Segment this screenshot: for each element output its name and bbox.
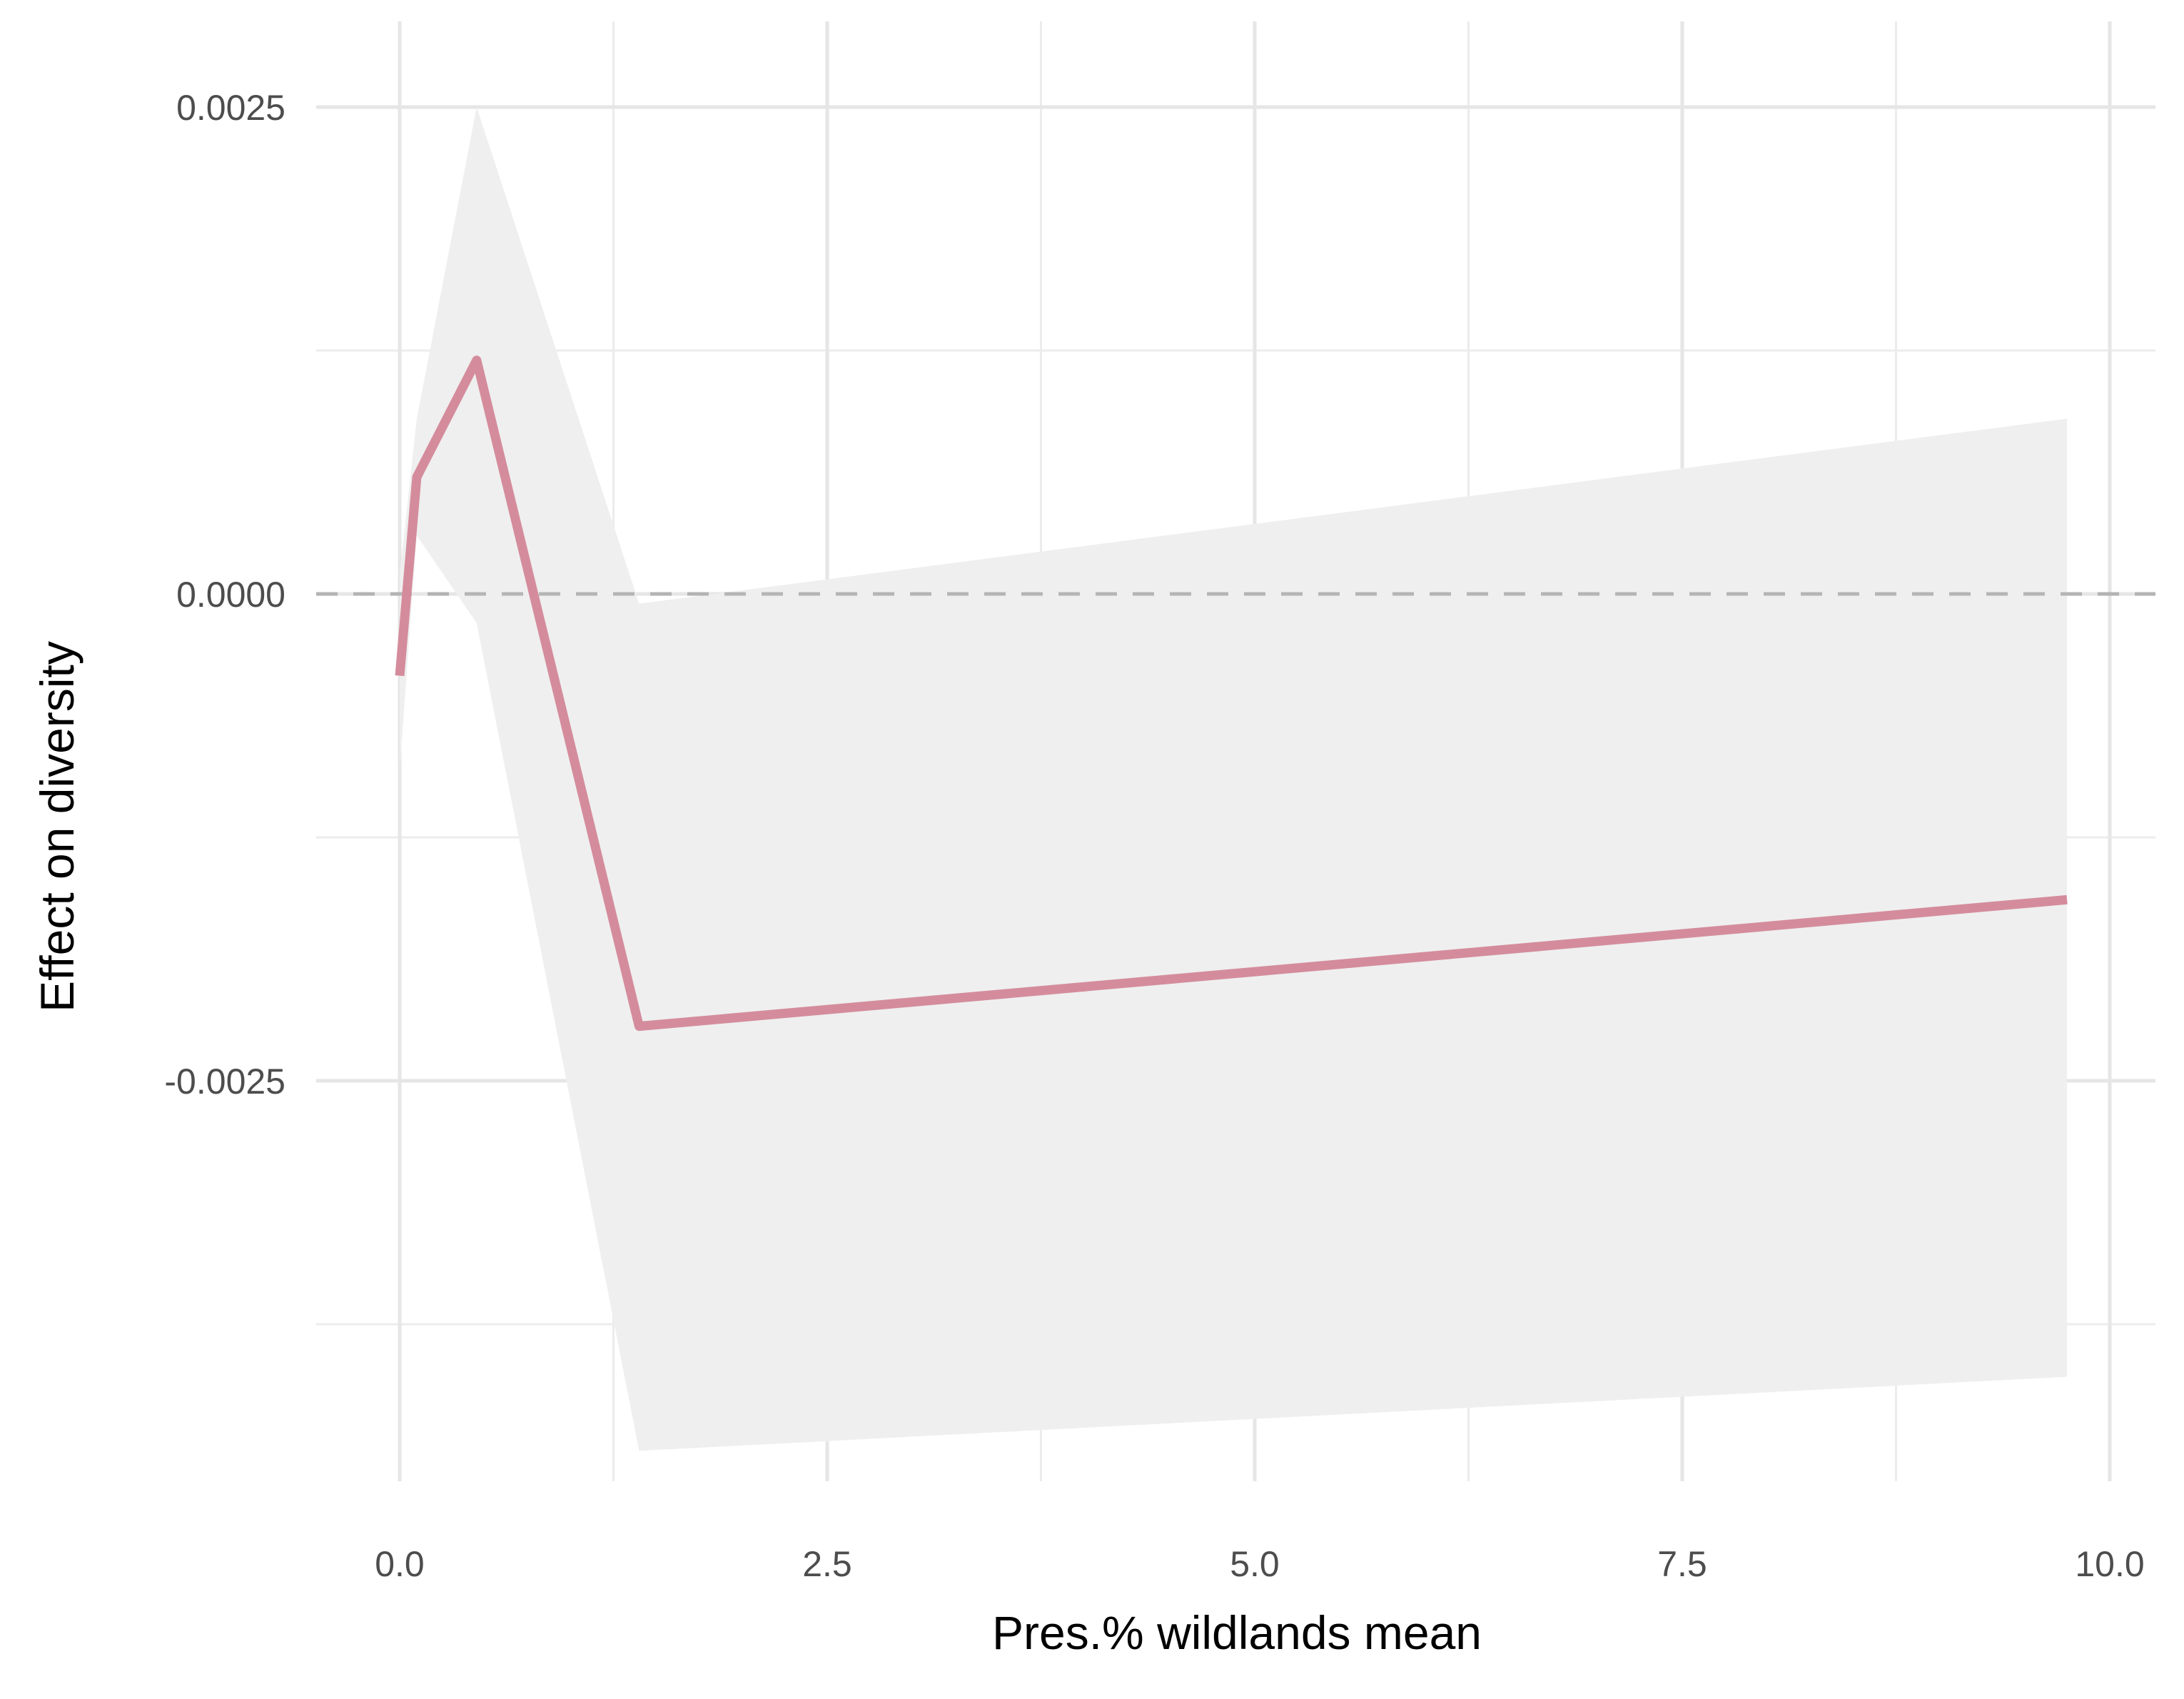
effect-line bbox=[395, 356, 2068, 1032]
confidence-band-layer bbox=[400, 107, 2068, 1451]
x-tick-label: 5.0 bbox=[1230, 1544, 1280, 1584]
series-line-layer bbox=[395, 356, 2068, 1032]
y-tick-label: 0.0000 bbox=[176, 575, 285, 615]
x-tick-label: 10.0 bbox=[2075, 1544, 2144, 1584]
confidence-band bbox=[400, 107, 2068, 1451]
y-tick-label: -0.0025 bbox=[164, 1062, 285, 1101]
x-axis-title: Pres.% wildlands mean bbox=[992, 1606, 1482, 1659]
y-axis-title: Effect on diversity bbox=[31, 641, 84, 1012]
y-tick-label: 0.0025 bbox=[176, 88, 285, 128]
x-tick-label: 7.5 bbox=[1657, 1544, 1707, 1584]
x-tick-label: 2.5 bbox=[802, 1544, 852, 1584]
x-tick-labels: 0.0 2.5 5.0 7.5 10.0 bbox=[375, 1544, 2144, 1584]
y-tick-labels: 0.0025 0.0000 -0.0025 bbox=[164, 88, 285, 1101]
x-tick-label: 0.0 bbox=[375, 1544, 425, 1584]
